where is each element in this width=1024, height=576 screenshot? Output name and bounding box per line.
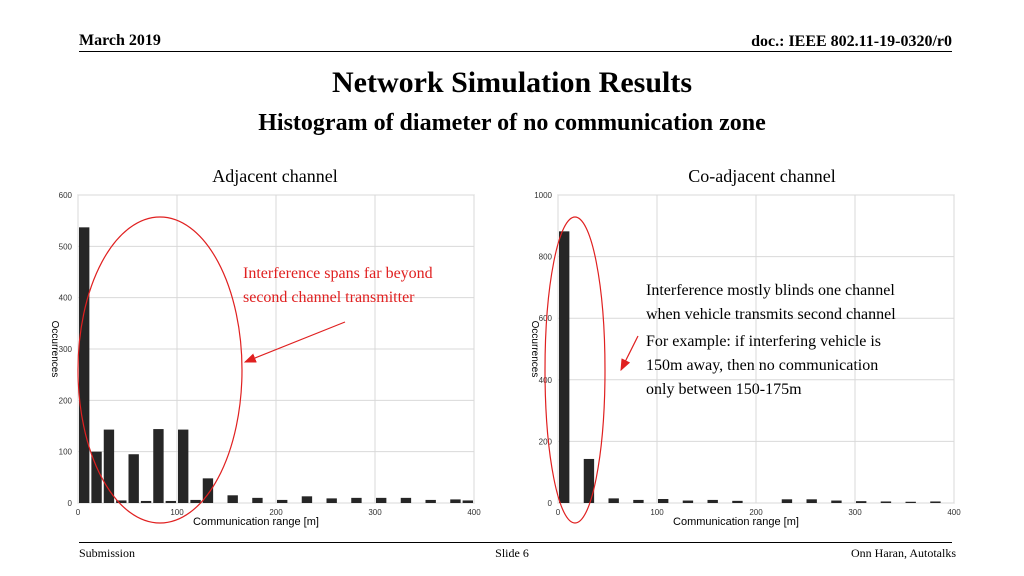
right-annotation-line-1: Interference mostly blinds one channel	[646, 282, 895, 299]
histogram-bar	[376, 497, 387, 503]
right-example-text: For example: if interfering vehicle is 1…	[646, 330, 881, 402]
histogram-bar	[633, 499, 644, 503]
left-annotation-text: Interference spans far beyond second cha…	[243, 262, 433, 310]
right-example-line-1: For example: if interfering vehicle is	[646, 333, 882, 350]
histogram-bar	[658, 498, 669, 503]
header-date: March 2019	[79, 32, 161, 49]
y-tick-label: 600	[539, 314, 553, 323]
y-tick-label: 0	[548, 499, 553, 508]
histogram-bar	[227, 495, 238, 503]
x-tick-label: 100	[650, 508, 664, 517]
histogram-bar	[462, 500, 473, 503]
left-highlight-ellipse	[77, 216, 243, 524]
x-tick-label: 200	[749, 508, 763, 517]
y-tick-label: 1000	[534, 191, 552, 200]
histogram-bar	[732, 500, 743, 503]
left-annotation-line-1: Interference spans far beyond	[243, 265, 433, 282]
histogram-bar	[880, 501, 892, 503]
histogram-bar	[103, 429, 115, 503]
histogram-bar	[301, 496, 313, 503]
histogram-bar	[202, 478, 214, 503]
right-highlight-ellipse	[544, 216, 606, 524]
header-divider	[79, 51, 952, 52]
x-tick-label: 400	[467, 508, 481, 517]
histogram-bar	[400, 497, 412, 503]
histogram-bar	[450, 499, 461, 503]
histogram-bar	[806, 499, 817, 503]
histogram-bar	[178, 429, 189, 503]
header-doc-id: doc.: IEEE 802.11-19-0320/r0	[751, 33, 952, 50]
right-annotation-arrow	[620, 335, 639, 372]
histogram-bar	[425, 499, 436, 503]
x-axis-label: Communication range [m]	[193, 516, 319, 528]
left-annotation-arrow	[243, 321, 346, 363]
histogram-bar	[682, 500, 694, 503]
footer-slide-number: Slide 6	[495, 546, 529, 560]
x-tick-label: 0	[76, 508, 81, 517]
footer-submission: Submission	[79, 546, 136, 560]
right-annotation-line-2: when vehicle transmits second channel	[646, 306, 896, 323]
histogram-bar	[79, 227, 90, 503]
histogram-bar	[277, 499, 288, 503]
histogram-bar	[583, 458, 595, 503]
x-tick-label: 200	[269, 508, 283, 517]
y-tick-label: 500	[59, 242, 73, 251]
y-tick-label: 100	[59, 448, 73, 457]
histogram-bar	[140, 500, 152, 503]
footer-author: Onn Haran, Autotalks	[851, 546, 956, 560]
histogram-bar	[831, 500, 842, 503]
slide-title: Network Simulation Results	[331, 66, 692, 99]
right-annotation-text: Interference mostly blinds one channel w…	[646, 279, 896, 327]
histogram-bar	[781, 499, 793, 503]
y-axis-label: Occurrences	[49, 321, 60, 378]
left-annotation-line-2: second channel transmitter	[243, 289, 415, 306]
histogram-bar	[905, 501, 916, 503]
y-tick-label: 800	[539, 253, 553, 262]
histogram-bar	[930, 501, 941, 503]
histogram-bar	[351, 497, 362, 503]
x-tick-label: 0	[556, 508, 561, 517]
slide-subtitle: Histogram of diameter of no communicatio…	[258, 110, 766, 136]
histogram-bar	[153, 429, 164, 503]
histogram-bar	[326, 498, 337, 503]
y-tick-label: 0	[68, 499, 73, 508]
y-tick-label: 400	[59, 294, 73, 303]
histogram-bar	[608, 498, 619, 503]
histogram-bar	[128, 454, 139, 503]
histogram-bar	[165, 500, 176, 503]
y-tick-label: 200	[59, 396, 73, 405]
y-tick-label: 300	[59, 345, 73, 354]
histogram-bar	[91, 451, 102, 503]
histogram-bar	[190, 499, 201, 503]
histogram-bar	[559, 231, 570, 503]
y-tick-label: 600	[59, 191, 73, 200]
x-tick-label: 300	[368, 508, 382, 517]
right-example-line-2: 150m away, then no communication	[646, 357, 879, 374]
right-example-line-3: only between 150-175m	[646, 381, 802, 398]
x-tick-label: 400	[947, 508, 961, 517]
x-axis-label: Communication range [m]	[673, 516, 799, 528]
histogram-bar	[116, 500, 127, 503]
footer-divider	[79, 542, 952, 543]
x-tick-label: 300	[848, 508, 862, 517]
left-panel-label: Adjacent channel	[212, 166, 338, 186]
histogram-bar	[707, 499, 718, 503]
histogram-bar	[856, 501, 867, 503]
y-axis-label: Occurrences	[529, 321, 540, 378]
histogram-bar	[252, 497, 263, 503]
y-tick-label: 200	[539, 437, 553, 446]
right-panel-label: Co-adjacent channel	[688, 166, 836, 186]
x-tick-label: 100	[170, 508, 184, 517]
